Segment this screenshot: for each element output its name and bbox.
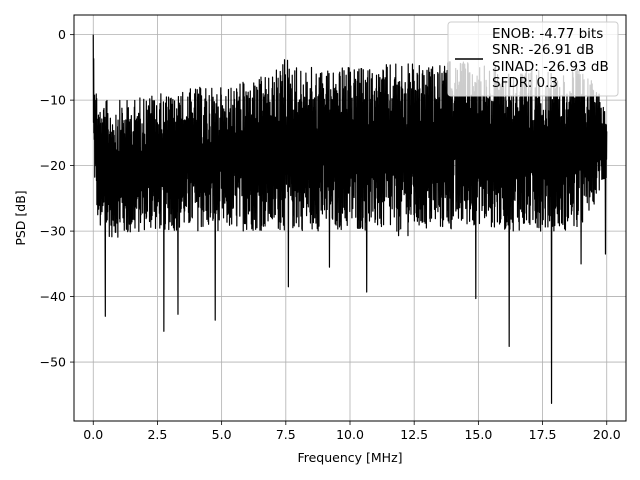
y-axis-ticks: 0 −10 −20 −30 −40 −50: [40, 27, 74, 370]
x-axis-label: Frequency [MHz]: [297, 450, 402, 465]
x-tick-label: 10.0: [336, 427, 364, 442]
legend: ENOB: -4.77 bits SNR: -26.91 dB SINAD: -…: [447, 21, 619, 97]
y-tick-label: −40: [40, 289, 66, 304]
y-tick-label: 0: [58, 27, 66, 42]
legend-enob: ENOB: -4.77 bits: [492, 26, 603, 42]
y-tick-label: −10: [40, 93, 66, 108]
x-tick-label: 20.0: [593, 427, 621, 442]
x-tick-label: 2.5: [147, 427, 167, 442]
x-tick-label: 15.0: [464, 427, 492, 442]
y-tick-label: −50: [40, 355, 66, 370]
x-axis-ticks: 0.0 2.5 5.0 7.5 10.0 12.5 15.0 17.5 20.0: [83, 421, 621, 442]
legend-sinad: SINAD: -26.93 dB: [492, 59, 609, 75]
x-tick-label: 12.5: [400, 427, 428, 442]
x-tick-label: 5.0: [212, 427, 232, 442]
legend-box: [447, 21, 619, 97]
y-tick-label: −30: [40, 224, 66, 239]
y-axis-label: PSD [dB]: [13, 190, 28, 245]
x-tick-label: 17.5: [529, 427, 557, 442]
legend-snr: SNR: -26.91 dB: [492, 42, 594, 58]
x-tick-label: 0.0: [83, 427, 103, 442]
x-tick-label: 7.5: [276, 427, 296, 442]
y-tick-label: −20: [40, 158, 66, 173]
legend-sfdr: SFDR: 0.3: [492, 75, 558, 91]
